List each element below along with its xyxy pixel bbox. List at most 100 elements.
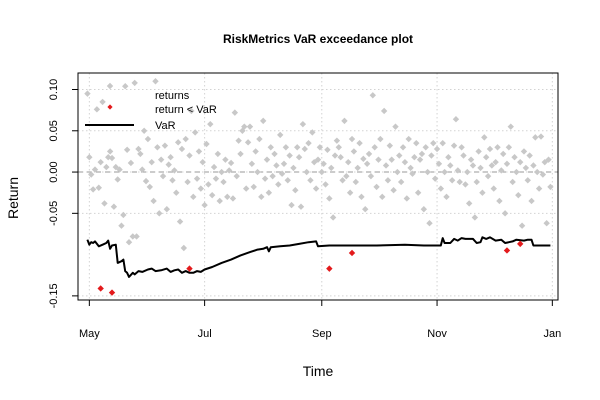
var-line <box>86 236 551 278</box>
return-point <box>420 206 428 213</box>
return-point <box>424 168 431 176</box>
y-axis-label: Return <box>5 177 21 219</box>
return-point <box>445 153 452 161</box>
return-point <box>494 144 501 151</box>
return-point <box>517 158 524 166</box>
return-point <box>173 189 180 196</box>
return-point <box>499 150 507 158</box>
return-point <box>316 144 324 151</box>
return-point <box>278 170 286 177</box>
return-point <box>441 168 448 176</box>
return-point <box>324 146 331 153</box>
return-point <box>473 178 480 186</box>
return-point <box>218 168 225 176</box>
legend-returns-label: returns <box>155 90 190 102</box>
y-tick-label: 0.10 <box>48 79 60 100</box>
return-point <box>282 144 290 151</box>
return-point <box>350 148 358 155</box>
return-point <box>379 193 386 201</box>
return-point <box>269 172 276 180</box>
return-point <box>237 150 244 158</box>
return-point <box>180 244 188 252</box>
return-point <box>331 152 339 159</box>
exceedance-point <box>348 249 356 257</box>
return-point <box>242 185 250 192</box>
return-point <box>193 175 201 182</box>
return-point <box>314 156 322 163</box>
return-point <box>437 185 445 192</box>
return-point <box>369 92 377 99</box>
return-point <box>352 178 359 186</box>
return-point <box>294 144 301 151</box>
return-point <box>501 210 509 217</box>
return-point <box>337 153 344 161</box>
return-point <box>220 178 227 186</box>
return-point <box>530 162 537 169</box>
return-point <box>246 123 254 130</box>
return-point <box>520 148 528 155</box>
return-point <box>341 117 348 125</box>
return-point <box>367 172 375 180</box>
return-point <box>174 139 182 146</box>
return-point <box>535 185 543 192</box>
return-point <box>462 181 469 188</box>
y-tick-label: 0.00 <box>48 161 60 182</box>
return-point <box>88 171 95 178</box>
return-point <box>89 186 97 193</box>
return-point <box>390 187 397 194</box>
return-point <box>346 189 354 196</box>
return-point <box>290 164 297 172</box>
return-point <box>328 164 335 172</box>
exceedance-point <box>517 240 524 248</box>
return-point <box>154 144 161 151</box>
return-point <box>475 148 482 155</box>
return-point <box>365 150 373 158</box>
return-point <box>401 158 409 166</box>
return-point <box>309 129 316 136</box>
return-point <box>515 191 522 199</box>
return-point <box>288 201 295 209</box>
return-point <box>148 158 155 166</box>
return-point <box>416 156 424 163</box>
y-tick-label: -0.05 <box>48 201 60 226</box>
return-point <box>101 200 108 207</box>
return-point <box>513 168 520 176</box>
return-point <box>106 148 114 155</box>
return-point <box>537 133 545 140</box>
return-point <box>507 123 514 130</box>
return-point <box>454 167 462 174</box>
return-point <box>133 233 140 240</box>
legend-exceedance-marker <box>107 104 113 110</box>
return-point <box>471 214 479 221</box>
return-point <box>205 181 212 188</box>
return-point <box>430 139 437 147</box>
return-point <box>225 167 233 174</box>
return-point <box>335 144 342 151</box>
return-point <box>492 158 499 166</box>
legend-exceedance-label: return < VaR <box>155 104 217 116</box>
return-point <box>511 153 518 161</box>
return-point <box>469 162 477 169</box>
return-point <box>305 139 312 147</box>
return-point <box>382 162 390 169</box>
return-point <box>413 139 420 147</box>
return-point <box>250 183 257 191</box>
return-point <box>345 158 352 166</box>
return-point <box>195 148 203 155</box>
return-point <box>292 187 299 194</box>
return-point <box>182 135 189 143</box>
return-point <box>224 193 231 201</box>
return-point <box>263 156 271 163</box>
return-point <box>277 131 284 139</box>
return-point <box>414 189 422 196</box>
return-point <box>284 177 291 184</box>
exceedance-point <box>326 265 333 272</box>
y-tick-label: -0.15 <box>48 283 60 308</box>
return-point <box>212 175 220 182</box>
return-point <box>190 193 197 201</box>
return-point <box>348 135 356 143</box>
legend-var-label: VaR <box>155 120 176 132</box>
return-point <box>428 152 435 159</box>
return-point <box>99 98 106 106</box>
